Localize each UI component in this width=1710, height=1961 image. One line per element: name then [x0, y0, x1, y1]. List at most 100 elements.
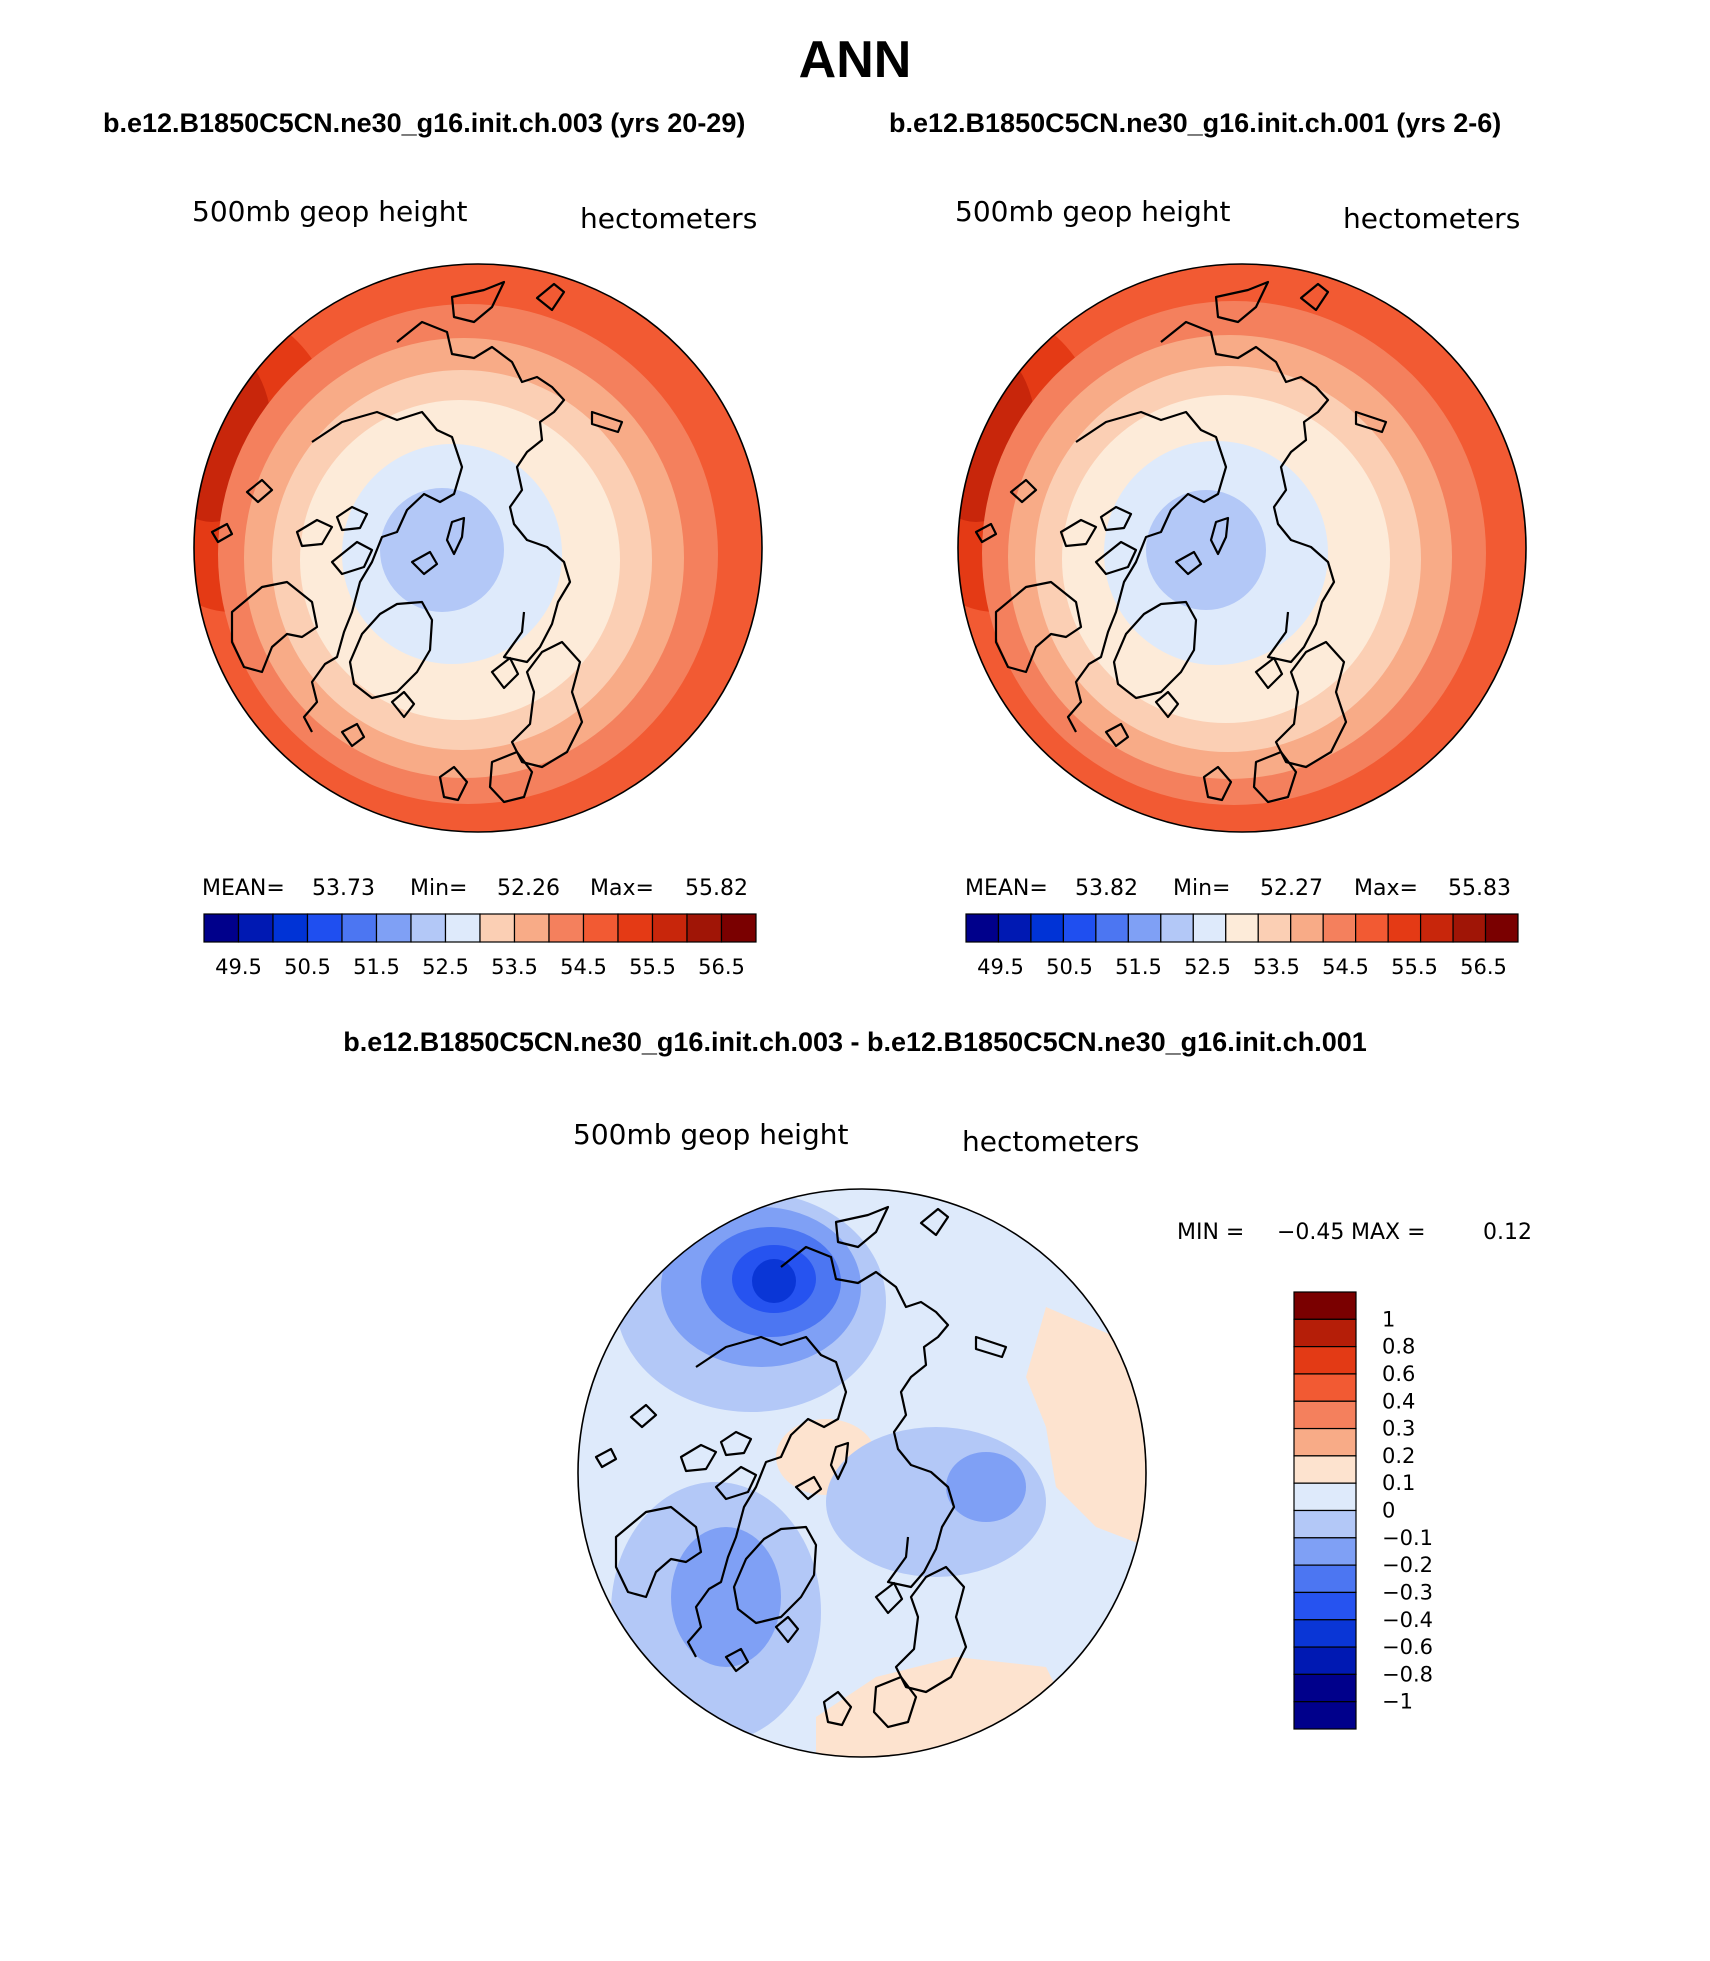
- coastline-9: [834, 1205, 890, 1249]
- colorbar-tick-label: −0.1: [1382, 1526, 1433, 1550]
- colorbar-box-3: [1062, 913, 1097, 943]
- colorbar-tick-label: 52.5: [1184, 955, 1231, 979]
- colorbar-tick-label: −0.6: [1382, 1635, 1433, 1659]
- colorbar-box-11: [1293, 1591, 1357, 1621]
- colorbar-box-7: [1192, 913, 1227, 943]
- panel2-colorbar: 49.5 50.5 51.5 52.5 53.5 54.5 55.5 56.5: [965, 913, 1519, 979]
- diff-negative-c2: [946, 1452, 1026, 1522]
- coastline-1: [994, 580, 1083, 674]
- panel1-min-value: 52.26: [497, 876, 560, 901]
- coastline-10: [1299, 282, 1330, 312]
- colorbar-box-13: [1387, 913, 1422, 943]
- colorbar-box-6: [1160, 913, 1194, 943]
- panel1-mean-label: MEAN=: [202, 876, 285, 901]
- colorbar-box-3: [306, 913, 343, 943]
- coastline-5: [335, 505, 369, 532]
- coastline-1: [230, 580, 319, 674]
- colorbar-tick-label: 56.5: [698, 955, 745, 979]
- colorbar-tick-label: −1: [1382, 1690, 1413, 1714]
- coastline-17: [1009, 478, 1038, 504]
- panel1-colorbar: 49.5 50.5 51.5 52.5 53.5 54.5 55.5 56.5: [203, 913, 757, 979]
- panel2-units-label: hectometers: [1343, 202, 1521, 235]
- coastline-16: [340, 722, 366, 748]
- colorbar-box-6: [410, 913, 447, 943]
- colorbar-box-2: [1030, 913, 1065, 943]
- coastline-19: [829, 1441, 850, 1481]
- coastline-7: [1254, 656, 1284, 690]
- colorbar-box-5: [1127, 913, 1162, 943]
- coastline-3: [714, 1465, 758, 1501]
- coastline-2: [732, 1525, 818, 1625]
- colorbar-tick-label: 50.5: [1046, 955, 1093, 979]
- colorbar-box-12: [1293, 1619, 1357, 1648]
- coastline-4: [679, 1443, 718, 1473]
- panel3-max-label: MAX =: [1351, 1220, 1426, 1245]
- panel1-min-label: Min=: [410, 876, 468, 901]
- coastline-19: [1209, 516, 1230, 556]
- colorbar-tick-label: 51.5: [1115, 955, 1162, 979]
- coastline-15: [774, 1615, 800, 1644]
- colorbar-tick-label: −0.4: [1382, 1608, 1433, 1632]
- colorbar-tick-label: 55.5: [629, 955, 676, 979]
- contour-band-5: [380, 488, 504, 612]
- colorbar-box-8: [479, 913, 516, 943]
- coastline-4: [1059, 518, 1098, 548]
- colorbar-box-10: [548, 913, 585, 943]
- coastline-18: [594, 1447, 618, 1469]
- coastline-10: [535, 282, 566, 312]
- colorbar-box-3: [1293, 1373, 1357, 1402]
- colorbar-box-11: [582, 913, 619, 943]
- coastline-10: [919, 1207, 950, 1237]
- panel3-variable-label: 500mb geop height: [573, 1118, 849, 1151]
- colorbar-tick-label: 0.3: [1382, 1417, 1415, 1441]
- coastline-2: [1112, 600, 1198, 700]
- colorbar-tick-label: 54.5: [560, 955, 607, 979]
- colorbar-tick-label: 0: [1382, 1499, 1395, 1523]
- colorbar-tick-label: 52.5: [422, 955, 469, 979]
- colorbar-box-14: [686, 913, 723, 943]
- colorbar-box-12: [1355, 913, 1389, 943]
- panel1-mean-value: 53.73: [312, 876, 375, 901]
- coastline-13: [1252, 750, 1298, 804]
- coastline-14: [822, 1690, 853, 1727]
- coastline-18: [974, 522, 998, 544]
- colorbar-box-15: [720, 913, 757, 943]
- coastline-12: [1274, 640, 1348, 769]
- colorbar-box-12: [617, 913, 654, 943]
- coastline-14: [1202, 765, 1233, 802]
- panel2-variable-label: 500mb geop height: [955, 195, 1231, 228]
- coastline-3: [1094, 540, 1138, 576]
- coastline-6: [794, 1475, 823, 1501]
- colorbar-box-9: [1257, 913, 1292, 943]
- coastline-9: [450, 280, 506, 324]
- panel2-max-value: 55.83: [1448, 876, 1511, 901]
- coastline-14: [438, 765, 469, 802]
- colorbar-tick-label: 0.8: [1382, 1335, 1415, 1359]
- coastline-1: [614, 1505, 703, 1599]
- panel1-variable-label: 500mb geop height: [192, 195, 468, 228]
- colorbar-box-1: [997, 913, 1032, 943]
- colorbar-tick-label: 55.5: [1391, 955, 1438, 979]
- colorbar-box-8: [1225, 913, 1259, 943]
- difference-title: b.e12.B1850C5CN.ne30_g16.init.ch.003 - b…: [343, 1027, 1367, 1057]
- coastline-8: [1160, 320, 1336, 664]
- panel1-max-value: 55.82: [685, 876, 748, 901]
- colorbar-box-15: [1452, 913, 1487, 943]
- colorbar-box-14: [1419, 913, 1454, 943]
- panel3-polar-map: [577, 1188, 1147, 1758]
- colorbar-tick-label: 0.1: [1382, 1471, 1415, 1495]
- coastline-16: [724, 1647, 750, 1673]
- coastline-8: [396, 320, 572, 664]
- colorbar-box-5: [375, 913, 412, 943]
- map-border: [577, 1188, 1147, 1758]
- colorbar-box-6: [1293, 1455, 1357, 1484]
- coastline-5: [1099, 505, 1133, 532]
- colorbar-box-16: [1484, 913, 1519, 943]
- colorbar-box-2: [1293, 1346, 1357, 1375]
- coastline-0: [686, 1335, 848, 1658]
- panel3-min-label: MIN =: [1177, 1220, 1245, 1245]
- colorbar-box-9: [1293, 1537, 1357, 1566]
- colorbar-tick-label: 49.5: [215, 955, 262, 979]
- case-title-right: b.e12.B1850C5CN.ne30_g16.init.ch.001 (yr…: [889, 108, 1502, 138]
- colorbar-tick-label: 0.6: [1382, 1362, 1415, 1386]
